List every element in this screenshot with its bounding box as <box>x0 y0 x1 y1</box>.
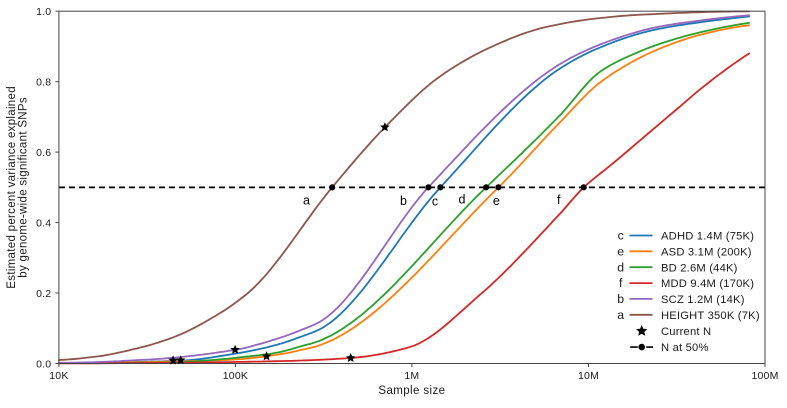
svg-text:1.0: 1.0 <box>36 6 51 18</box>
svg-text:Sample size: Sample size <box>378 385 445 397</box>
svg-text:e: e <box>493 194 500 208</box>
svg-text:10M: 10M <box>578 370 599 382</box>
svg-text:a: a <box>617 308 624 322</box>
svg-text:N at 50%: N at 50% <box>661 342 709 354</box>
svg-text:d: d <box>459 193 466 207</box>
svg-text:b: b <box>617 292 624 306</box>
svg-text:100K: 100K <box>223 370 248 382</box>
svg-text:e: e <box>617 245 624 259</box>
svg-text:ASD 3.1M (200K): ASD 3.1M (200K) <box>661 247 752 259</box>
svg-text:Current N: Current N <box>661 326 711 338</box>
svg-text:by genome-wide significant SNP: by genome-wide significant SNPs <box>17 97 29 278</box>
svg-text:b: b <box>400 194 407 208</box>
svg-text:0.0: 0.0 <box>36 358 51 370</box>
svg-text:a: a <box>303 194 310 208</box>
svg-text:10K: 10K <box>49 370 68 382</box>
svg-text:MDD 9.4M (170K): MDD 9.4M (170K) <box>661 278 754 290</box>
svg-text:c: c <box>432 194 438 208</box>
svg-text:0.4: 0.4 <box>36 217 51 229</box>
svg-text:ADHD 1.4M (75K): ADHD 1.4M (75K) <box>661 231 754 243</box>
svg-text:f: f <box>557 193 561 207</box>
svg-text:d: d <box>617 260 624 274</box>
svg-text:0.2: 0.2 <box>36 288 51 300</box>
svg-text:SCZ 1.2M (14K): SCZ 1.2M (14K) <box>661 294 745 306</box>
svg-text:0.6: 0.6 <box>36 147 51 159</box>
svg-text:HEIGHT 350K (7K): HEIGHT 350K (7K) <box>661 310 760 322</box>
svg-text:BD 2.6M (44K): BD 2.6M (44K) <box>661 262 738 274</box>
svg-text:c: c <box>618 229 624 243</box>
svg-text:Estimated percent variance exp: Estimated percent variance explained <box>6 86 18 289</box>
svg-text:1M: 1M <box>404 370 419 382</box>
svg-text:f: f <box>619 276 623 290</box>
svg-text:0.8: 0.8 <box>36 77 51 89</box>
svg-text:100M: 100M <box>751 370 778 382</box>
